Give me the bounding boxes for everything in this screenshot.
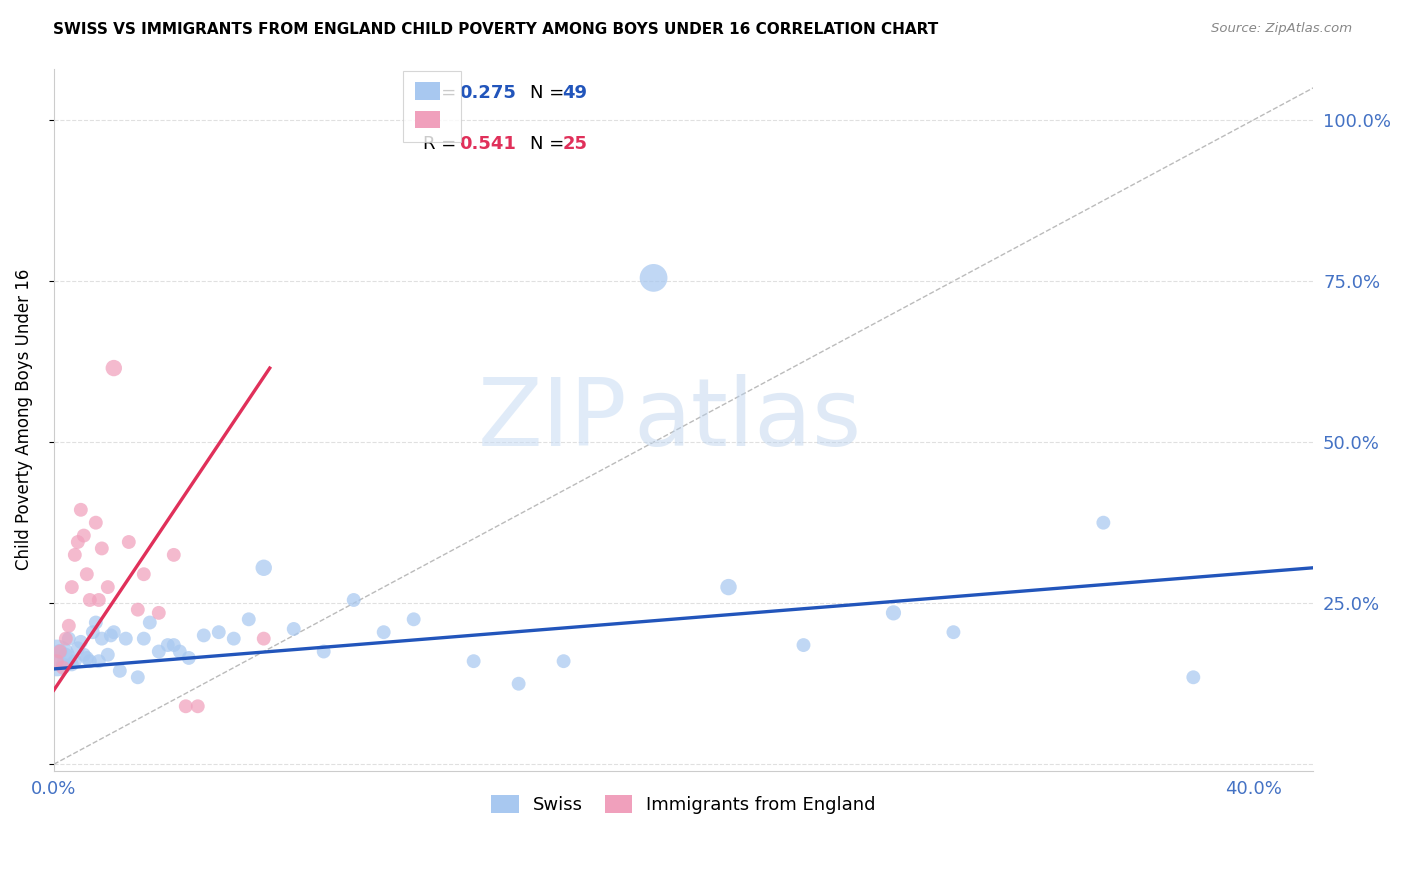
Point [97,580,120,594]
Point [253,632,276,646]
Point [73,528,96,542]
Legend: Swiss, Immigrants from England: Swiss, Immigrants from England [481,784,887,825]
Point [118,535,141,549]
Point [169,644,191,658]
Text: R =: R = [423,84,461,102]
Point [103,361,125,376]
Point [79,593,101,607]
Point [58,632,80,646]
Point [45,654,67,668]
Point [45,651,67,665]
Point [222,632,245,646]
Text: 25: 25 [562,135,588,153]
Point [114,632,136,646]
Point [49,644,72,658]
Text: N =: N = [530,84,569,102]
Point [49,644,72,658]
Point [60,657,83,672]
Point [132,567,155,582]
Text: Source: ZipAtlas.com: Source: ZipAtlas.com [1212,22,1353,36]
Point [87,593,110,607]
Point [60,580,83,594]
Text: 0.541: 0.541 [460,135,516,153]
Point [127,670,149,684]
Point [156,638,179,652]
Point [103,625,125,640]
Point [52,660,75,674]
Point [76,567,98,582]
Point [63,548,86,562]
Point [238,612,260,626]
Point [1092,516,1115,530]
Point [553,654,575,668]
Point [402,612,425,626]
Point [127,602,149,616]
Text: R =: R = [423,135,461,153]
Point [163,638,186,652]
Point [52,657,75,672]
Point [76,651,98,665]
Point [66,535,89,549]
Text: 0.275: 0.275 [460,84,516,102]
Text: N =: N = [530,135,569,153]
Point [373,625,395,640]
Text: atlas: atlas [633,374,862,466]
Text: SWISS VS IMMIGRANTS FROM ENGLAND CHILD POVERTY AMONG BOYS UNDER 16 CORRELATION C: SWISS VS IMMIGRANTS FROM ENGLAND CHILD P… [53,22,939,37]
Point [55,648,77,662]
Point [1182,670,1205,684]
Point [148,606,170,620]
Point [283,622,305,636]
Point [55,632,77,646]
Point [87,654,110,668]
Point [79,654,101,668]
Point [132,632,155,646]
Point [343,593,366,607]
Point [100,628,122,642]
Point [63,654,86,668]
Point [69,503,91,517]
Point [69,635,91,649]
Point [84,516,107,530]
Point [942,625,965,640]
Point [73,648,96,662]
Point [108,664,131,678]
Point [84,615,107,630]
Point [163,548,186,562]
Point [193,628,215,642]
Point [58,619,80,633]
Point [508,677,530,691]
Point [643,271,665,285]
Point [187,699,209,714]
Point [717,580,740,594]
Text: ZIP: ZIP [477,374,627,466]
Point [174,699,197,714]
Point [82,625,104,640]
Text: 49: 49 [562,84,588,102]
Point [66,641,89,656]
Point [312,644,335,658]
Point [97,648,120,662]
Y-axis label: Child Poverty Among Boys Under 16: Child Poverty Among Boys Under 16 [15,268,32,570]
Point [792,638,814,652]
Point [882,606,904,620]
Point [463,654,485,668]
Point [208,625,231,640]
Point [90,632,112,646]
Point [139,615,162,630]
Point [148,644,170,658]
Point [177,651,200,665]
Point [90,541,112,556]
Point [253,561,276,575]
